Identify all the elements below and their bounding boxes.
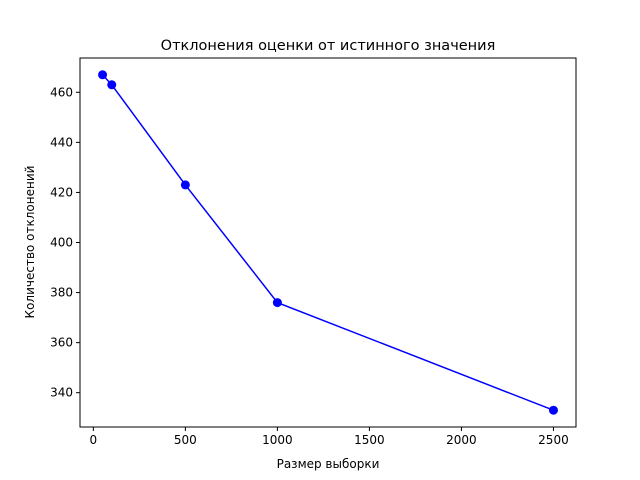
data-point bbox=[272, 298, 282, 308]
x-axis-ticks: 0 500 1000 1500 2000 2500 bbox=[90, 427, 569, 447]
x-tick-label: 1500 bbox=[354, 433, 385, 447]
y-tick-label: 440 bbox=[50, 135, 73, 149]
data-point bbox=[107, 80, 117, 90]
x-tick-label: 2500 bbox=[538, 433, 569, 447]
y-tick-label: 460 bbox=[50, 85, 73, 99]
data-point bbox=[548, 405, 558, 415]
y-tick-label: 360 bbox=[50, 336, 73, 350]
y-axis-label: Количество отклонений bbox=[23, 166, 37, 319]
series-layer bbox=[98, 70, 558, 415]
x-tick-label: 500 bbox=[174, 433, 197, 447]
chart-title: Отклонения оценки от истинного значения bbox=[161, 38, 496, 54]
x-tick-label: 2000 bbox=[446, 433, 477, 447]
y-tick-label: 400 bbox=[50, 236, 73, 250]
y-tick-label: 420 bbox=[50, 185, 73, 199]
data-point bbox=[98, 70, 108, 80]
axes-frame bbox=[79, 57, 577, 428]
y-tick-label: 380 bbox=[50, 286, 73, 300]
data-point bbox=[180, 180, 190, 190]
x-tick-label: 1000 bbox=[262, 433, 293, 447]
y-tick-label: 340 bbox=[50, 386, 73, 400]
y-axis-ticks: 340 360 380 400 420 440 460 bbox=[50, 85, 80, 400]
x-axis-label: Размер выборки bbox=[277, 457, 380, 471]
x-tick-label: 0 bbox=[90, 433, 98, 447]
